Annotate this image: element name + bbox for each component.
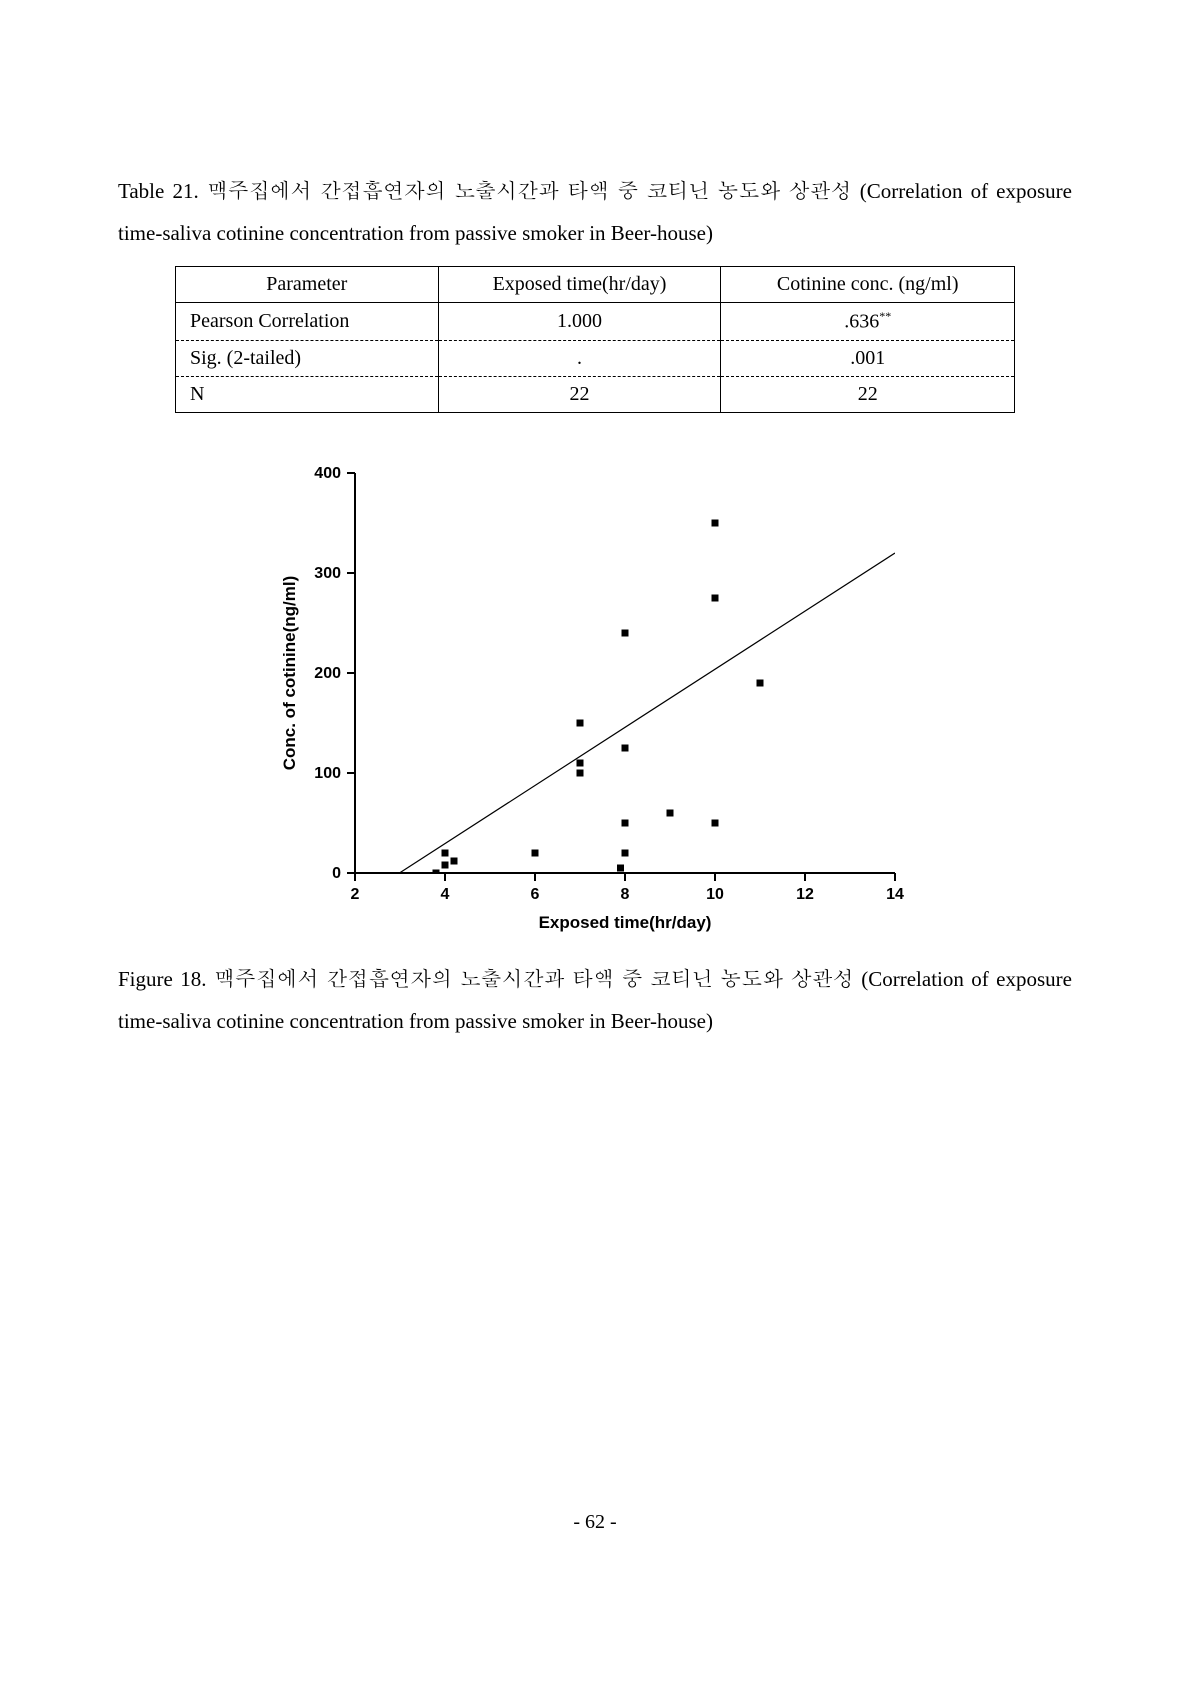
table-cell-parameter: Pearson Correlation	[176, 303, 439, 341]
chart-svg: 2 4 6 8 10 12 14 0 100 200 300 400 Exposed time(hr/d…	[245, 463, 945, 943]
svg-text:12: 12	[796, 886, 814, 903]
svg-text:Exposed time(hr/day): Exposed time(hr/day)	[539, 913, 712, 932]
svg-text:4: 4	[441, 886, 450, 903]
table-header-parameter: Parameter	[176, 267, 439, 303]
table-header-row: Parameter Exposed time(hr/day) Cotinine …	[176, 267, 1015, 303]
table-row: N2222	[176, 376, 1015, 412]
table-cell-parameter: Sig. (2-tailed)	[176, 340, 439, 376]
table-cell-value: 22	[721, 376, 1015, 412]
svg-text:0: 0	[332, 865, 341, 882]
figure-caption: Figure 18. 맥주집에서 간접흡연자의 노출시간과 타액 중 코티닌 농…	[118, 958, 1072, 1042]
correlation-table: Parameter Exposed time(hr/day) Cotinine …	[175, 266, 1015, 413]
table-header-cotinine: Cotinine conc. (ng/ml)	[721, 267, 1015, 303]
table-cell-value: 1.000	[438, 303, 721, 341]
table-cell-value: .636**	[721, 303, 1015, 341]
significance-marker: **	[879, 309, 891, 323]
svg-text:8: 8	[621, 886, 630, 903]
table-cell-value: .	[438, 340, 721, 376]
table-row: Sig. (2-tailed)..001	[176, 340, 1015, 376]
svg-text:400: 400	[314, 465, 341, 482]
svg-text:300: 300	[314, 565, 341, 582]
table-cell-value: 22	[438, 376, 721, 412]
scatter-chart: 2 4 6 8 10 12 14 0 100 200 300 400 Exposed time(hr/d…	[245, 463, 945, 948]
svg-text:100: 100	[314, 765, 341, 782]
svg-text:6: 6	[531, 886, 540, 903]
svg-text:Conc. of cotinine(ng/ml): Conc. of cotinine(ng/ml)	[280, 575, 299, 770]
svg-text:14: 14	[886, 886, 904, 903]
svg-text:200: 200	[314, 665, 341, 682]
table-caption: Table 21. 맥주집에서 간접흡연자의 노출시간과 타액 중 코티닌 농도…	[118, 170, 1072, 254]
table-cell-value: .001	[721, 340, 1015, 376]
table-body: Pearson Correlation1.000.636**Sig. (2-ta…	[176, 303, 1015, 413]
svg-text:2: 2	[351, 886, 360, 903]
page: Table 21. 맥주집에서 간접흡연자의 노출시간과 타액 중 코티닌 농도…	[0, 0, 1190, 1684]
table-cell-parameter: N	[176, 376, 439, 412]
page-number: - 62 -	[0, 1511, 1190, 1534]
svg-text:10: 10	[706, 886, 724, 903]
table-row: Pearson Correlation1.000.636**	[176, 303, 1015, 341]
table-header-exposed-time: Exposed time(hr/day)	[438, 267, 721, 303]
